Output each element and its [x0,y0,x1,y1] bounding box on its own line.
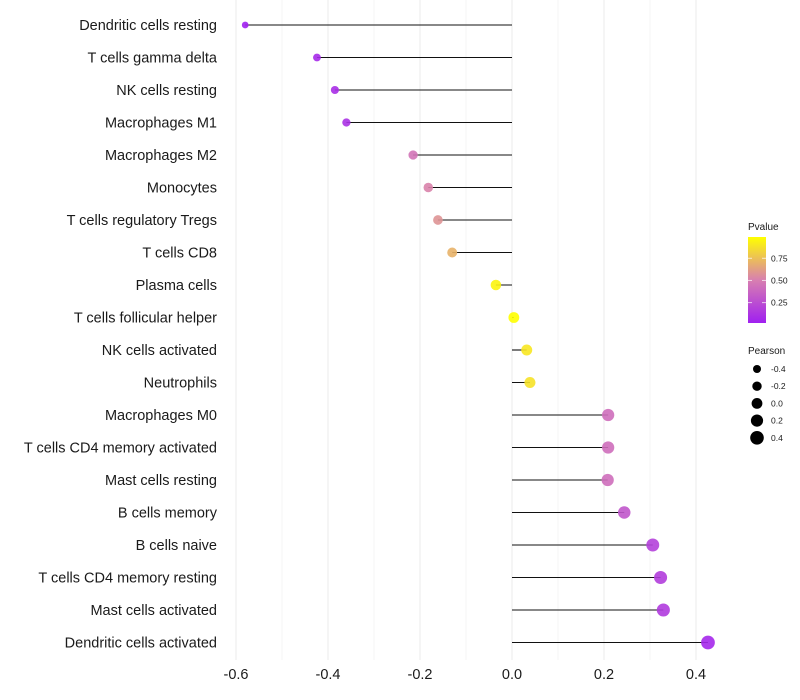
y-axis-label: NK cells activated [102,343,217,359]
y-axis-label: Mast cells resting [105,473,217,489]
y-axis-label: B cells naive [136,538,217,554]
x-tick-label: -0.4 [316,667,341,683]
lollipop-point [241,21,249,29]
size-legend-dot [750,431,764,445]
y-axis-label: Macrophages M2 [105,148,217,164]
lollipop-point [656,603,670,617]
x-axis-ticks: -0.6 -0.4 -0.2 0.0 0.2 0.4 [224,667,707,683]
size-legend-dot [751,398,763,409]
y-axis-label: Monocytes [147,181,217,197]
lollipop-point [447,247,458,258]
lollipop-point [408,150,418,160]
points [241,21,715,650]
pvalue-legend: Pvalue 0.25 0.50 0.75 [748,222,788,323]
lollipop-point [508,312,520,323]
y-axis-label: T cells follicular helper [74,311,217,327]
lollipop-point [524,376,536,389]
colorbar-tick-label: 0.25 [771,298,788,308]
lollipop-point [433,215,443,225]
y-axis-label: T cells CD4 memory resting [38,571,217,587]
size-legend-label: -0.4 [771,364,786,374]
lollipop-point [701,635,715,650]
lollipop-point [646,538,660,552]
y-axis-label: T cells CD8 [142,246,217,262]
x-tick-label: -0.2 [408,667,433,683]
pvalue-legend-title: Pvalue [748,222,779,233]
size-legend-label: 0.2 [771,416,783,426]
pearson-legend-title: Pearson [748,346,785,357]
lollipop-point [654,570,668,585]
lollipop-point [602,408,615,422]
pearson-legend: Pearson -0.4 -0.2 0.0 0.2 0.4 [748,346,786,445]
lollipop-point [423,182,434,193]
y-axis-label: Dendritic cells resting [79,18,217,34]
lollipop-point [330,85,339,95]
lollipop-point [601,473,614,487]
y-axis-label: Plasma cells [136,278,217,294]
y-axis-label: Neutrophils [144,376,217,392]
y-axis-label: T cells gamma delta [88,51,218,67]
lollipop-point [521,344,533,356]
y-axis-label: Dendritic cells activated [65,636,217,652]
size-legend-label: -0.2 [771,381,786,391]
stems [245,24,708,644]
y-axis-label: T cells CD4 memory activated [24,441,217,457]
lollipop-point [602,441,615,454]
size-legend-label: 0.4 [771,433,783,443]
lollipop-point [313,53,321,62]
lollipop-point [490,279,502,291]
pvalue-colorbar [748,237,766,323]
y-axis-label: Mast cells activated [90,603,217,619]
x-tick-label: 0.2 [594,667,614,683]
grid [235,0,697,660]
x-tick-label: -0.6 [224,667,249,683]
lollipop-point [617,506,631,519]
x-tick-label: 0.4 [686,667,706,683]
y-axis-label: NK cells resting [116,83,217,99]
colorbar-tick-label: 0.75 [771,253,788,263]
y-axis-label: B cells memory [118,506,218,522]
x-tick-label: 0.0 [502,667,522,683]
y-axis-label: T cells regulatory Tregs [67,213,217,229]
size-legend-dot [753,365,761,373]
y-axis-labels: Dendritic cells resting T cells gamma del… [24,18,218,652]
y-axis-label: Macrophages M0 [105,408,217,424]
size-legend-dot [750,414,764,427]
size-legend-dot [752,381,762,391]
y-axis-label: Macrophages M1 [105,116,217,132]
colorbar-tick-label: 0.50 [771,275,788,285]
size-legend-label: 0.0 [771,398,783,408]
lollipop-point [342,118,351,127]
